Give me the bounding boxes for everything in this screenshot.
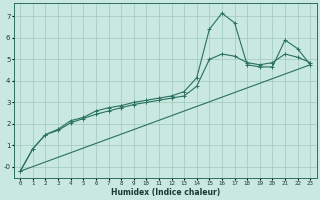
X-axis label: Humidex (Indice chaleur): Humidex (Indice chaleur)	[111, 188, 220, 197]
